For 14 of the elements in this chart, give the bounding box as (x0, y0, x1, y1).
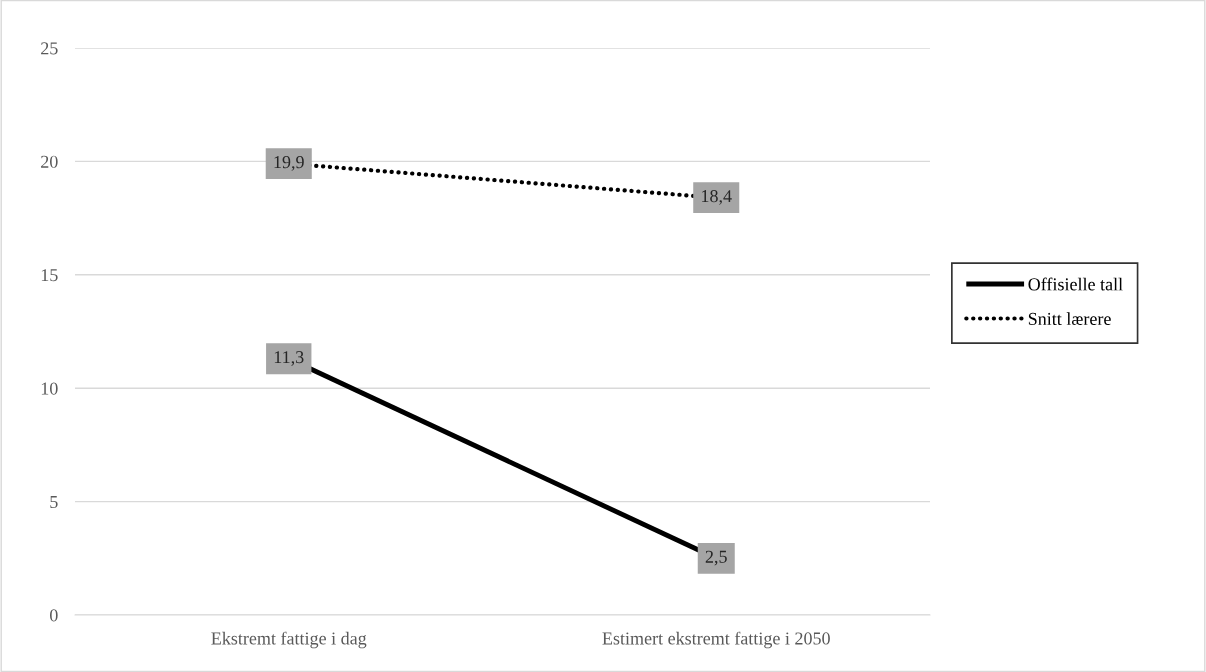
y-tick-label: 15 (41, 269, 58, 282)
data-label: 18,4 (702, 190, 732, 205)
legend-label: Snitt lærere (1028, 312, 1111, 325)
y-tick-label: 10 (41, 382, 58, 395)
x-tick-label: Estimert ekstremt fattige i 2050 (602, 631, 830, 649)
x-tick-label: Ekstremt fattige i dag (211, 631, 367, 649)
y-tick-label: 20 (41, 155, 58, 168)
data-label: 2,5 (705, 550, 727, 566)
y-tick-label: 0 (49, 609, 58, 622)
y-tick-label: 5 (50, 496, 58, 509)
legend-label: Offisielle tall (1028, 277, 1123, 291)
data-label: 19,9 (274, 156, 304, 171)
y-tick-label: 25 (41, 42, 58, 55)
data-label: 11,3 (274, 351, 304, 366)
